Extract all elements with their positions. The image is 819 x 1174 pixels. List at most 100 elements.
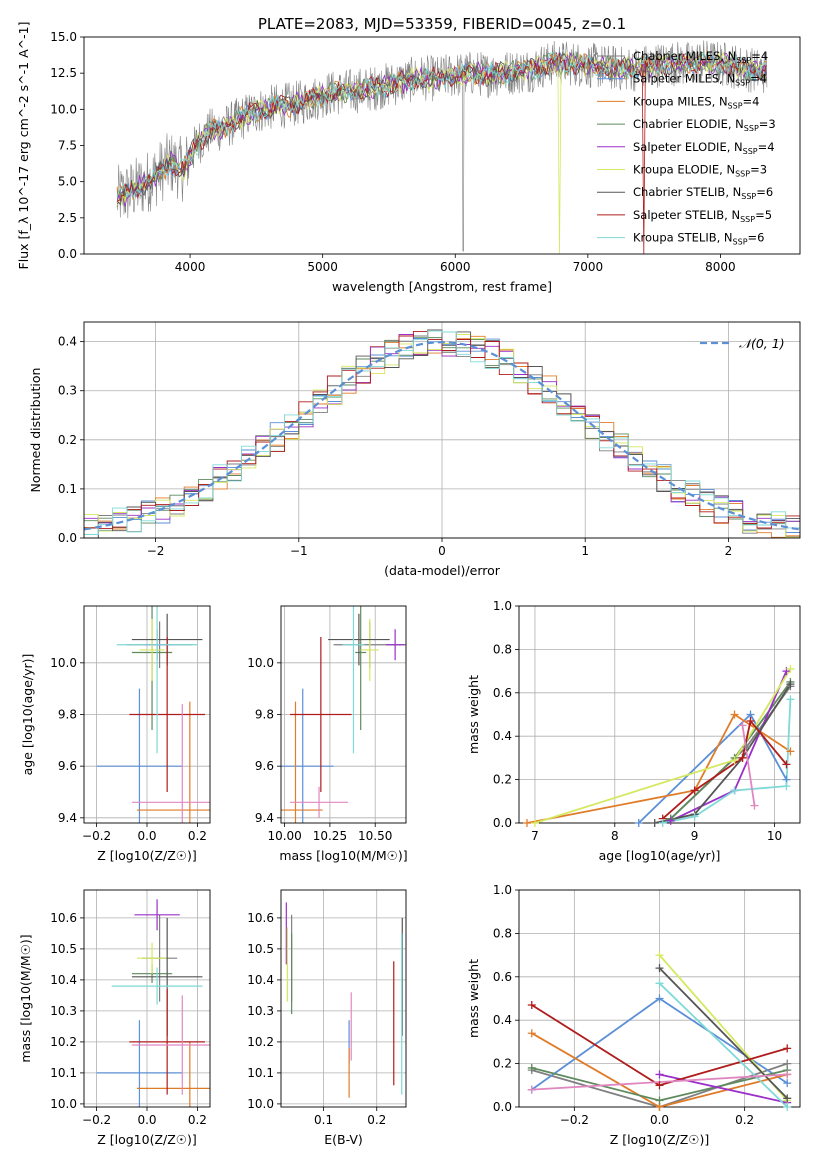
mass-weight-line	[741, 725, 756, 806]
panel-residuals: −2 −1 0 1 2 0.0 0.1 0.2 0.3 0.4 (data-model)/error…	[28, 321, 801, 578]
x-tick-label: 7	[531, 829, 539, 843]
y-tick-label: 0.0	[58, 247, 77, 261]
panel-massweight_vs_age: 7 8 9 10 0.0 0.2 0.4 0.6 0.8 1.0 age [log10(age/yr…	[466, 599, 801, 863]
x-tick-label: 0.2	[735, 1113, 754, 1127]
point-marker	[738, 753, 747, 762]
legend-entry: Kroupa MILES, NSSP=4	[633, 94, 759, 110]
panel-spectrum: 4000 5000 6000 7000 8000 0.0 2.5 5.0 7.5 10.0 12.5…	[16, 22, 801, 294]
x-tick-label: 7000	[573, 260, 604, 274]
legend-entry: Kroupa ELODIE, NSSP=3	[633, 163, 767, 179]
y-tick-label: 0.8	[493, 926, 512, 940]
y-tick-label: 10.2	[50, 1035, 77, 1049]
point-marker	[655, 979, 664, 988]
y-tick-label: 0.4	[58, 335, 77, 349]
y-tick-label: 9.6	[255, 759, 274, 773]
y-tick-label: 0.4	[493, 729, 512, 743]
y-tick-label: 10.6	[50, 911, 77, 925]
x-tick-label: −1	[290, 544, 308, 558]
plot-area	[285, 902, 403, 1098]
y-tick-label: 0.1	[58, 482, 77, 496]
y-tick-label: 0.0	[493, 1100, 512, 1114]
figure-title: PLATE=2083, MJD=53359, FIBERID=0045, z=0…	[258, 15, 626, 33]
x-tick-label: 4000	[175, 260, 206, 274]
legend-entry: Salpeter MILES, NSSP=4	[633, 72, 767, 88]
point-marker	[782, 782, 791, 791]
point-marker	[658, 819, 667, 827]
y-tick-label: 9.4	[255, 811, 274, 825]
plot-area	[96, 606, 210, 823]
point-marker	[634, 819, 643, 827]
point-marker	[655, 1096, 664, 1105]
legend-entry: Chabrier MILES, NSSP=4	[633, 49, 768, 65]
panel-massweight_vs_Z: −0.2 0.0 0.2 0.0 0.2 0.4 0.6 0.8 1.0 Z [log10(Z/Z…	[466, 883, 801, 1147]
x-tick-label: 0.2	[188, 829, 207, 843]
point-marker	[527, 1085, 536, 1094]
model-spectrum-line	[116, 51, 767, 201]
point-marker	[655, 1070, 664, 1079]
point-marker	[527, 1001, 536, 1010]
panel-mass_vs_Z: −0.2 0.0 0.2 10.0 10.1 10.2 10.3 10.4 10.5 10.6 Z …	[18, 889, 211, 1147]
point-marker	[783, 1103, 792, 1111]
y-tick-label: 2.5	[58, 211, 77, 225]
x-axis-label: Z [log10(Z/Z☉)]	[610, 1132, 710, 1147]
point-marker	[786, 680, 795, 689]
gridlines	[281, 890, 406, 1107]
y-tick-label: 0.2	[493, 1057, 512, 1071]
y-tick-label: 0.6	[493, 970, 512, 984]
y-tick-label: 10.2	[247, 1035, 274, 1049]
y-tick-label: 10.0	[247, 656, 274, 670]
plot-area	[96, 899, 210, 1107]
y-tick-label: 0.0	[58, 531, 77, 545]
x-tick-label: −0.2	[560, 1113, 589, 1127]
x-axis-label: mass [log10(M/M☉)]	[279, 848, 407, 863]
x-tick-label: 0.0	[650, 1113, 669, 1127]
y-tick-label: 10.0	[50, 656, 77, 670]
y-axis-label: age [log10(age/yr)]	[20, 654, 35, 776]
y-tick-label: 15.0	[50, 30, 77, 44]
point-marker	[730, 786, 739, 795]
y-tick-label: 10.3	[50, 1004, 77, 1018]
x-tick-label: 0.0	[137, 1113, 156, 1127]
mass-weight-line	[670, 670, 788, 822]
point-marker	[527, 1063, 536, 1072]
point-marker	[786, 664, 795, 673]
y-axis-label: mass [log10(M/M☉)]	[18, 934, 33, 1062]
x-tick-label: 0.1	[314, 1113, 333, 1127]
y-tick-label: 9.8	[58, 708, 77, 722]
y-tick-label: 0.6	[493, 686, 512, 700]
gridlines	[519, 605, 800, 824]
y-tick-label: 10.0	[50, 1097, 77, 1111]
point-marker	[783, 1094, 792, 1103]
spectrum-legend: Chabrier MILES, NSSP=4 Salpeter MILES, NS…	[597, 49, 776, 247]
x-tick-label: 2	[725, 544, 733, 558]
y-tick-label: 0.8	[493, 642, 512, 656]
panel-mass_vs_EBV: 0.1 0.2 10.0 10.1 10.2 10.3 10.4 10.5 10.6 E(B-V)	[247, 889, 407, 1147]
mass-weight-line	[526, 713, 791, 823]
point-marker	[522, 819, 531, 827]
point-marker	[746, 717, 755, 726]
legend-entry: Salpeter STELIB, NSSP=5	[633, 208, 772, 224]
y-tick-label: 10.4	[247, 973, 274, 987]
x-tick-label: 0.0	[137, 829, 156, 843]
y-tick-label: 10.1	[50, 1066, 77, 1080]
axes-frame	[280, 605, 407, 824]
residual-histogram	[84, 330, 800, 535]
x-axis-label: Z [log10(Z/Z☉)]	[97, 1132, 197, 1147]
plot-area	[526, 668, 792, 823]
x-tick-label: 8000	[705, 260, 736, 274]
mass-weight-line	[531, 1032, 788, 1107]
point-marker	[655, 994, 664, 1003]
y-axis-label: mass weight	[466, 959, 481, 1038]
y-tick-label: 0.2	[58, 433, 77, 447]
x-tick-label: 6000	[440, 260, 471, 274]
y-tick-label: 7.5	[58, 139, 77, 153]
point-marker	[783, 1044, 792, 1053]
legend-entry: Salpeter ELODIE, NSSP=4	[633, 140, 775, 156]
normal-curve	[84, 341, 800, 531]
legend-entry: Chabrier ELODIE, NSSP=3	[633, 117, 776, 133]
y-tick-label: 5.0	[58, 175, 77, 189]
x-tick-label: 5000	[307, 260, 338, 274]
point-marker	[655, 951, 664, 960]
x-tick-label: 0.2	[188, 1113, 207, 1127]
